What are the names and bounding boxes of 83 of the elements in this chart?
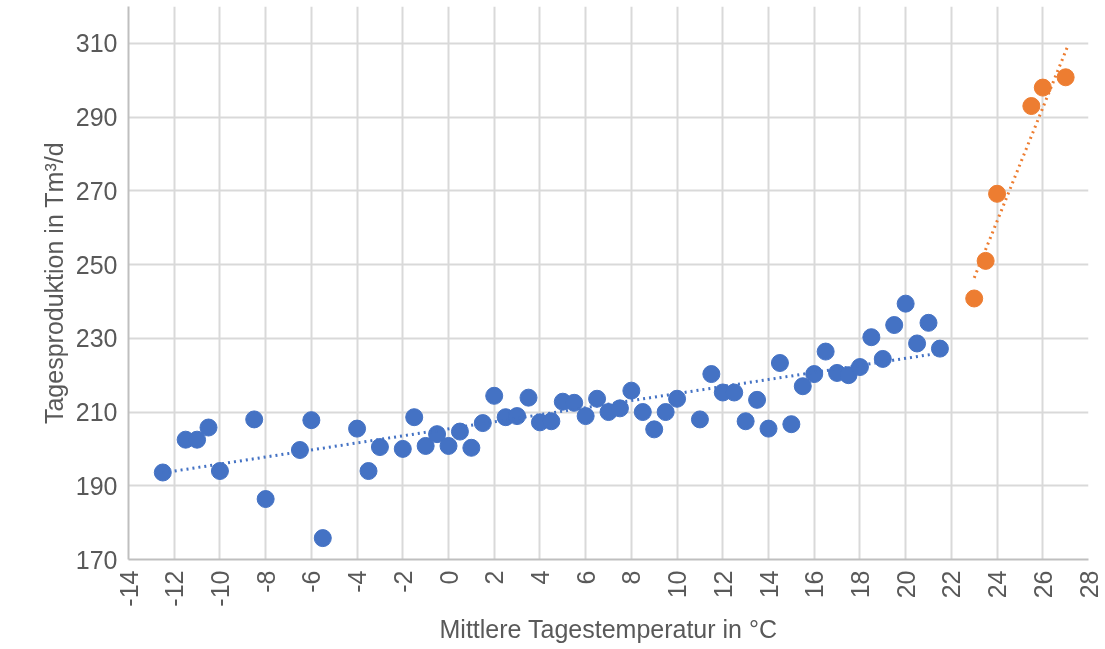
point <box>405 408 424 427</box>
point <box>633 403 652 422</box>
x-tick-label: 24 <box>983 570 1012 599</box>
y-tick-label: 230 <box>75 324 118 353</box>
point <box>302 411 321 430</box>
point <box>370 438 389 457</box>
point <box>908 334 927 353</box>
x-tick-label: 20 <box>891 570 920 599</box>
point <box>759 419 778 438</box>
point <box>348 419 367 438</box>
point <box>736 412 755 431</box>
point <box>1056 68 1075 87</box>
y-tick-label: 270 <box>75 176 118 205</box>
x-tick-label: 4 <box>525 570 554 585</box>
x-tick-label: 14 <box>754 570 783 599</box>
x-tick-label: -6 <box>297 570 326 593</box>
point <box>873 349 892 368</box>
point <box>439 436 458 455</box>
point <box>645 420 664 439</box>
point <box>896 294 915 313</box>
point <box>965 289 984 308</box>
point <box>622 381 641 400</box>
x-tick-label: 10 <box>663 570 692 599</box>
point <box>290 441 309 459</box>
point <box>930 339 949 358</box>
point <box>450 422 469 441</box>
x-tick-label: 8 <box>617 570 646 585</box>
point <box>428 425 447 444</box>
point <box>519 388 538 407</box>
point <box>816 342 835 361</box>
y-tick-label: 190 <box>75 471 118 500</box>
x-tick-label: -2 <box>388 570 417 593</box>
x-tick-label: 16 <box>800 570 829 599</box>
x-tick-label: 28 <box>1074 570 1103 599</box>
point <box>656 403 675 422</box>
x-tick-label: 6 <box>571 570 600 585</box>
x-tick-label: 26 <box>1028 570 1057 599</box>
x-tick-label: 2 <box>480 570 509 585</box>
x-axis-title: Mittlere Tagestemperatur in °C <box>439 614 777 643</box>
point <box>668 389 687 408</box>
y-axis-title: Tagesproduktion in Tm³/d <box>39 142 68 425</box>
point <box>359 462 378 480</box>
y-tick-label: 210 <box>75 398 118 427</box>
point <box>576 407 595 426</box>
point <box>1022 97 1041 116</box>
point <box>256 490 275 509</box>
point <box>850 358 869 377</box>
point <box>690 410 709 429</box>
x-tick-label: -12 <box>160 570 189 607</box>
point <box>805 365 824 384</box>
point <box>976 251 995 270</box>
y-tick-label: 290 <box>75 103 118 132</box>
point <box>199 418 218 437</box>
point <box>588 389 607 408</box>
point <box>885 316 904 335</box>
point <box>313 529 332 548</box>
point <box>485 386 504 405</box>
y-tick-label: 250 <box>75 250 118 279</box>
point <box>770 354 789 372</box>
point <box>153 463 172 482</box>
x-tick-label: 18 <box>845 570 874 599</box>
point <box>793 377 812 396</box>
point <box>919 313 938 332</box>
point <box>1033 78 1052 97</box>
point <box>416 436 435 455</box>
y-tick-label: 310 <box>75 29 118 58</box>
x-tick-label: -4 <box>343 570 372 593</box>
point <box>210 462 229 480</box>
point <box>610 399 629 418</box>
point <box>245 410 264 429</box>
point <box>473 414 492 433</box>
point <box>393 439 412 458</box>
point <box>782 415 801 434</box>
x-tick-label: -8 <box>251 570 280 593</box>
x-tick-label: 0 <box>434 570 463 585</box>
x-tick-label: -10 <box>205 570 234 607</box>
point <box>862 328 881 347</box>
x-tick-label: 22 <box>937 570 966 599</box>
x-tick-label: 12 <box>708 570 737 599</box>
point <box>462 438 481 457</box>
point <box>748 390 767 409</box>
point <box>702 365 721 384</box>
point <box>988 184 1007 203</box>
